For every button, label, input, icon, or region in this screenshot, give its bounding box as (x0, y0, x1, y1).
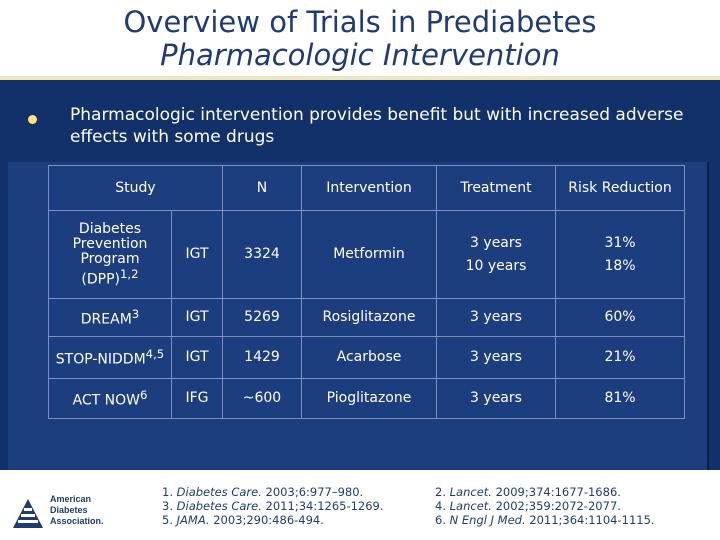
title-line-1: Overview of Trials in Prediabetes (123, 5, 597, 39)
header-risk-reduction: Risk Reduction (555, 165, 685, 211)
reference-row: 5. JAMA. 2003;290:486-494. 6. N Engl J Me… (162, 513, 655, 527)
risk-cell: 31% 18% (555, 210, 685, 299)
table-row: ACT NOW6 IFG ~600 Pioglitazone 3 years 8… (48, 378, 685, 419)
study-cell: Diabetes Prevention Program (DPP)1,2 (48, 210, 172, 299)
risk-value: 18% (604, 257, 636, 274)
intervention-cell: Acarbose (301, 336, 437, 379)
footer: American Diabetes Association. 1. Diabet… (0, 470, 720, 540)
ref-citation: 2003;290:486-494. (213, 513, 324, 527)
ref-number: 1. (162, 485, 173, 499)
ref-number: 6. (435, 513, 446, 527)
ref-journal: Diabetes Care. (176, 485, 262, 499)
header-intervention: Intervention (301, 165, 437, 211)
ref-journal: Diabetes Care. (176, 499, 262, 513)
treatment-cell: 3 years (436, 298, 556, 337)
ref-journal: N Engl J Med. (449, 513, 526, 527)
n-cell: ~600 (222, 378, 302, 419)
header-n: N (222, 165, 302, 211)
risk-cell: 81% (555, 378, 685, 419)
reference: 5. JAMA. 2003;290:486-494. (162, 513, 435, 527)
ref-citation: 2003;6:977–980. (265, 485, 364, 499)
ref-journal: Lancet. (449, 499, 492, 513)
ref-citation: 2011;34:1265-1269. (265, 499, 384, 513)
ref-journal: Lancet. (449, 485, 492, 499)
bullet-text: Pharmacologic intervention provides bene… (70, 105, 684, 147)
treatment-cell: 3 years (436, 378, 556, 419)
header: Overview of Trials in Prediabetes Pharma… (0, 0, 720, 80)
reference: 4. Lancet. 2002;359:2072-2077. (435, 499, 621, 513)
references: 1. Diabetes Care. 2003;6:977–980. 2. Lanc… (162, 485, 655, 527)
risk-cell: 60% (555, 298, 685, 337)
ref-citation: 2011;364:1104-1115. (529, 513, 655, 527)
group-cell: IFG (171, 378, 223, 419)
study-cell: ACT NOW6 (48, 378, 172, 419)
reference-row: 1. Diabetes Care. 2003;6:977–980. 2. Lanc… (162, 485, 655, 499)
treatment-value: 3 years (470, 234, 522, 251)
study-name: DREAM (80, 311, 132, 328)
reference: 1. Diabetes Care. 2003;6:977–980. (162, 485, 435, 499)
logo-line: American (50, 494, 92, 504)
ref-journal: JAMA. (176, 513, 210, 527)
title-line-2: Pharmacologic Intervention (160, 38, 560, 72)
treatment-value: 10 years (465, 257, 527, 274)
intervention-cell: Pioglitazone (301, 378, 437, 419)
risk-cell: 21% (555, 336, 685, 379)
study-ref: 3 (131, 307, 140, 322)
title-rule (0, 76, 720, 80)
table-row: Diabetes Prevention Program (DPP)1,2 IGT… (48, 210, 685, 299)
reference: 3. Diabetes Care. 2011;34:1265-1269. (162, 499, 435, 513)
trials-table: Study N Intervention Treatment Risk Redu… (48, 165, 685, 419)
study-name: ACT NOW (72, 392, 141, 409)
study-name: STOP-NIDDM (55, 351, 146, 368)
ada-logo: American Diabetes Association. (12, 492, 122, 532)
ref-number: 3. (162, 499, 173, 513)
logo-line: Association. (50, 516, 104, 526)
study-name: Diabetes Prevention Program (DPP) (72, 220, 148, 288)
treatment-cell: 3 years (436, 336, 556, 379)
study-ref: 1,2 (120, 266, 139, 281)
group-cell: IGT (171, 336, 223, 379)
risk-value: 31% (604, 234, 636, 251)
logo-wordmark: American Diabetes Association. (50, 494, 104, 527)
n-cell: 1429 (222, 336, 302, 379)
ref-citation: 2002;359:2072-2077. (495, 499, 621, 513)
n-cell: 3324 (222, 210, 302, 299)
study-cell: DREAM3 (48, 298, 172, 337)
header-study: Study (48, 165, 223, 211)
ref-number: 2. (435, 485, 446, 499)
treatment-cell: 3 years 10 years (436, 210, 556, 299)
study-ref: 4,5 (145, 347, 165, 362)
reference: 6. N Engl J Med. 2011;364:1104-1115. (435, 513, 655, 527)
ref-number: 5. (162, 513, 173, 527)
table-header-row: Study N Intervention Treatment Risk Redu… (48, 165, 685, 211)
group-cell: IGT (171, 298, 223, 337)
table-row: DREAM3 IGT 5269 Rosiglitazone 3 years 60… (48, 298, 685, 337)
group-cell: IGT (171, 210, 223, 299)
ada-logo-icon (13, 499, 43, 528)
reference: 2. Lancet. 2009;374:1677-1686. (435, 485, 621, 499)
n-cell: 5269 (222, 298, 302, 337)
intervention-cell: Metformin (301, 210, 437, 299)
study-ref: 6 (140, 388, 148, 403)
header-treatment: Treatment (436, 165, 556, 211)
intervention-cell: Rosiglitazone (301, 298, 437, 337)
logo-line: Diabetes (50, 505, 88, 515)
reference-row: 3. Diabetes Care. 2011;34:1265-1269. 4. L… (162, 499, 655, 513)
ref-number: 4. (435, 499, 446, 513)
table-row: STOP-NIDDM4,5 IGT 1429 Acarbose 3 years … (48, 336, 685, 379)
ref-citation: 2009;374:1677-1686. (495, 485, 621, 499)
bullet-dot-icon (28, 115, 37, 124)
study-cell: STOP-NIDDM4,5 (48, 336, 172, 379)
